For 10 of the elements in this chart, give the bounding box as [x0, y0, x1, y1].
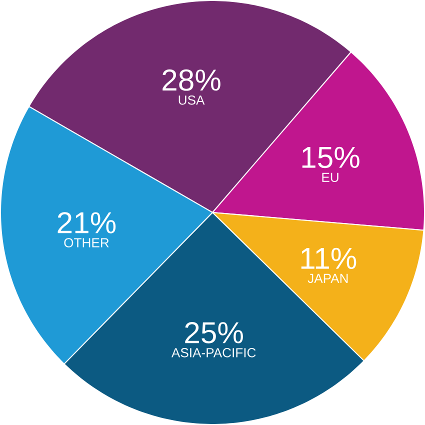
- data-label: 21%: [58, 212, 116, 234]
- slice-label: OTHER: [64, 238, 109, 248]
- data-label: 11%: [301, 248, 356, 269]
- slice-label: USA: [178, 95, 205, 105]
- slice-label: JAPAN: [308, 274, 348, 284]
- slice-label: EU: [322, 172, 338, 182]
- slice-label: ASIA-PACIFIC: [171, 348, 256, 358]
- data-label: 28%: [162, 69, 220, 91]
- data-label: 25%: [185, 322, 243, 344]
- data-label: 15%: [302, 146, 360, 168]
